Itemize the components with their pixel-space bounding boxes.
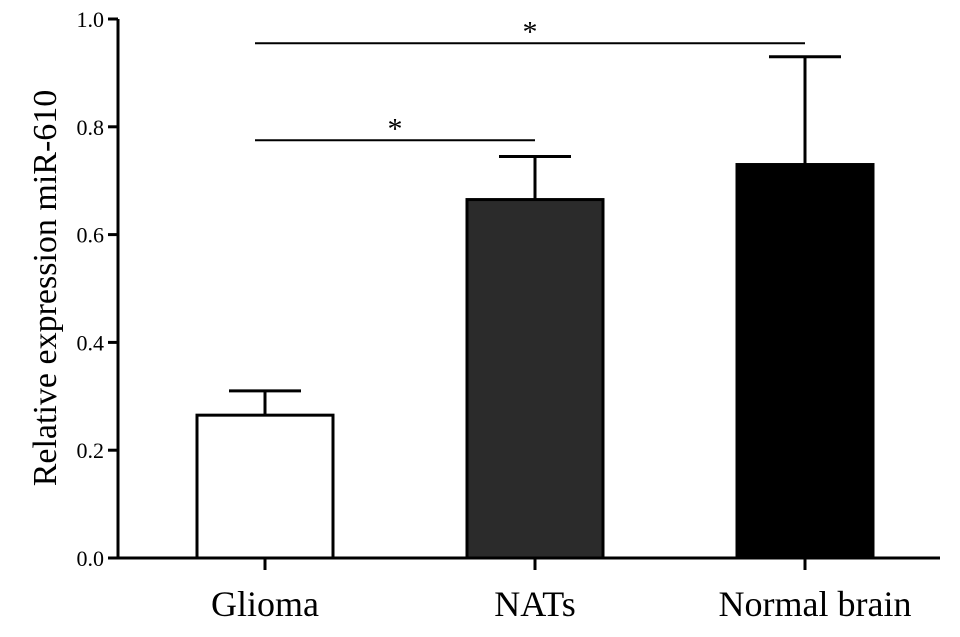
y-tick-label: 0.2 xyxy=(77,438,105,463)
y-tick-label: 0.4 xyxy=(77,330,105,355)
bars xyxy=(195,55,875,560)
bar-nats xyxy=(465,198,605,560)
x-category-label: NATs xyxy=(494,584,576,624)
significance-brackets: ** xyxy=(255,15,805,145)
y-tick-label: 0.6 xyxy=(77,223,105,248)
bar-glioma xyxy=(195,413,335,560)
bar-normal-brain xyxy=(735,163,875,560)
y-tick-label: 1.0 xyxy=(77,7,105,32)
x-category-label: Normal brain xyxy=(719,584,912,624)
significance-star: * xyxy=(523,15,538,48)
y-axis-title: Relative expression miR-610 xyxy=(27,90,64,487)
x-category-label: Glioma xyxy=(211,584,319,624)
y-tick-label: 0.8 xyxy=(77,115,105,140)
significance-star: * xyxy=(388,112,403,145)
y-tick-label: 0.0 xyxy=(77,546,105,571)
